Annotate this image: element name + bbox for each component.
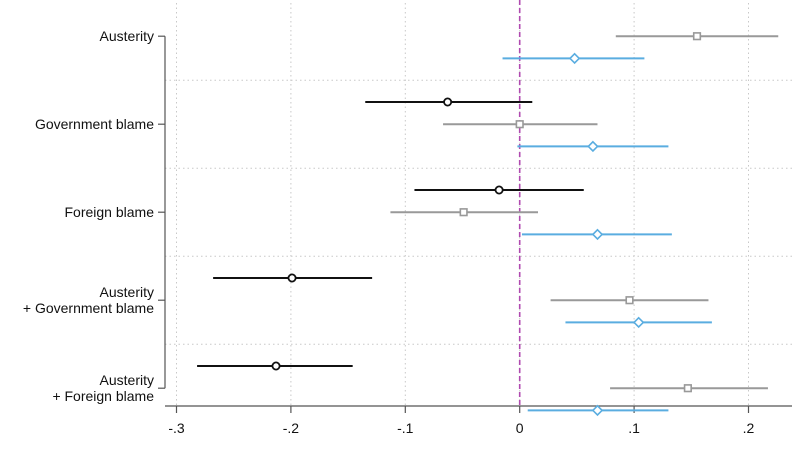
diamond-point-marker: [587, 140, 599, 153]
square-point-marker: [515, 120, 524, 129]
square-point-marker: [683, 384, 692, 393]
square-point-marker: [625, 296, 634, 305]
y-category-label: Austerity: [100, 28, 154, 44]
x-tick-label: .1: [628, 420, 640, 436]
grid-lines: [165, 0, 792, 406]
x-tick-label: -.3: [168, 420, 185, 436]
y-category-label: Foreign blame: [65, 204, 155, 220]
square-point-marker: [459, 208, 468, 217]
x-tick-label: .2: [743, 420, 755, 436]
x-tick-label: -.2: [283, 420, 300, 436]
category-labels: Austerity Government blame Foreign blame Au…: [23, 28, 154, 404]
axes: -.3 -.2 -.1 0 .1 .2: [158, 35, 792, 436]
series-marks: [197, 32, 779, 417]
diamond-point-marker: [632, 316, 645, 329]
square-point-marker: [692, 32, 702, 41]
diamond-point-marker: [568, 52, 581, 65]
diamond-point-marker: [591, 404, 604, 417]
diamond-point-marker: [591, 228, 604, 241]
y-category-label: + Government blame: [23, 300, 154, 316]
circle-point-marker: [443, 97, 453, 107]
circle-point-marker: [287, 273, 297, 283]
circle-point-marker: [271, 361, 281, 371]
x-tick-label: 0: [516, 420, 524, 436]
y-category-label: + Foreign blame: [52, 388, 154, 404]
y-category-label: Austerity: [100, 284, 154, 300]
y-category-label: Government blame: [35, 116, 154, 132]
y-category-label: Austerity: [100, 372, 154, 388]
x-tick-label: -.1: [397, 420, 414, 436]
circle-point-marker: [494, 185, 504, 195]
